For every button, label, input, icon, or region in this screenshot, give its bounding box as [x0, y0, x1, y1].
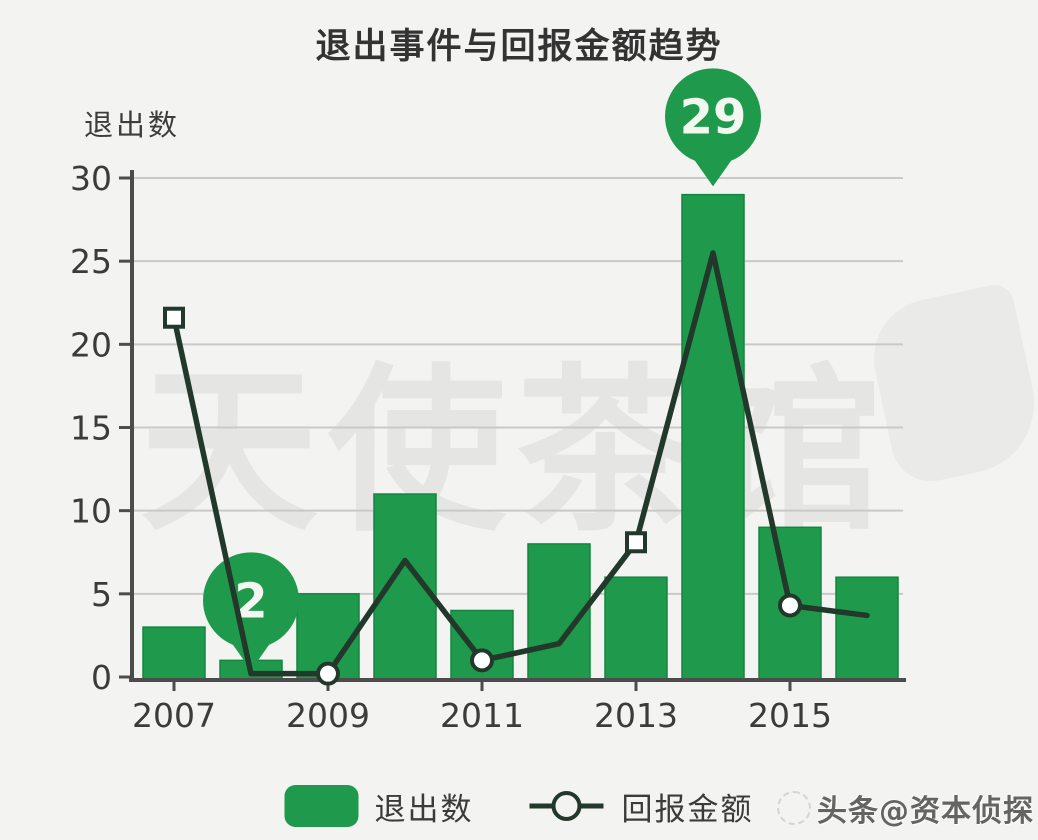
balloon-2014 [665, 68, 761, 165]
marker-2015 [778, 593, 802, 618]
y-tick-label-30: 30 [70, 159, 112, 198]
watermark-footer-text: 头条@资本侦探 [817, 794, 1034, 829]
legend-line-marker-icon [529, 791, 604, 821]
x-tick-label-2015: 2015 [748, 696, 832, 735]
marker-2007 [163, 306, 185, 329]
marker-2011 [470, 648, 494, 673]
legend-bar-label: 退出数 [374, 791, 474, 828]
x-tick-label-2013: 2013 [594, 696, 678, 735]
legend-line-label: 回报金额 [621, 791, 754, 828]
chart-title: 退出事件与回报金额趋势 [315, 27, 723, 67]
watermark-footer: 头条@资本侦探 [777, 786, 1034, 830]
y-tick-label-20: 20 [70, 325, 112, 364]
bar-2014 [681, 193, 745, 681]
y-tick-label-0: 0 [91, 658, 112, 697]
y-tick-label-10: 10 [70, 492, 112, 531]
y-axis-title: 退出数 [84, 108, 181, 142]
y-tick-label-25: 25 [70, 242, 112, 281]
marker-2013 [625, 531, 647, 554]
balloon-2008 [203, 552, 299, 649]
bar-2016 [835, 576, 899, 681]
x-tick-label-2009: 2009 [286, 696, 370, 735]
y-tick-label-5: 5 [91, 575, 112, 614]
x-tick-label-2011: 2011 [440, 696, 524, 735]
legend: 退出数 回报金额 [284, 784, 754, 828]
bar-2013 [604, 576, 668, 681]
line-series [171, 250, 870, 677]
bar-2007 [142, 626, 206, 681]
toutiao-logo-icon [777, 791, 811, 825]
balloon-label-2014: 29 [680, 89, 747, 145]
x-tick-label-2007: 2007 [132, 696, 216, 735]
y-tick-label-15: 15 [70, 409, 112, 448]
marker-2009 [316, 661, 340, 686]
legend-bar-swatch [284, 785, 359, 827]
